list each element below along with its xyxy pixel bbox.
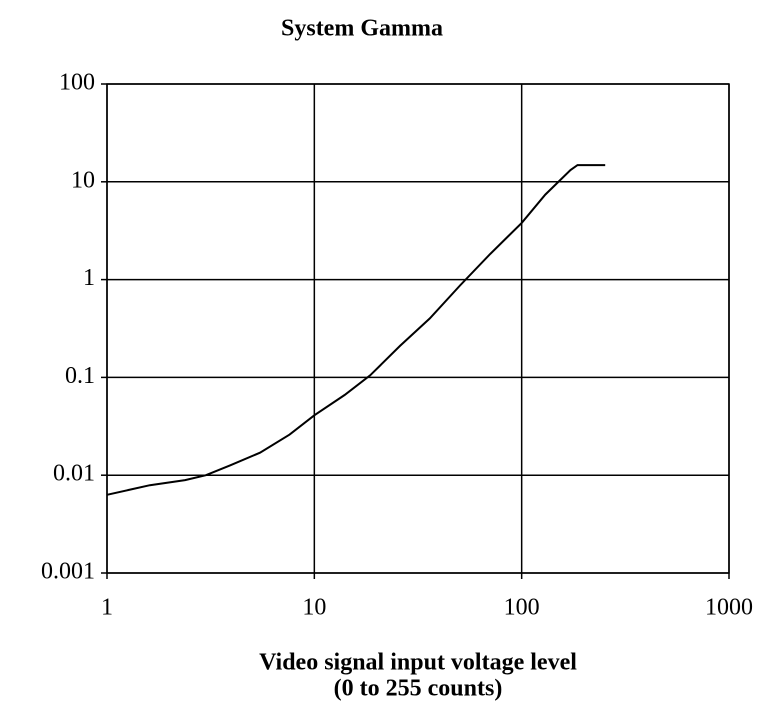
x-tick-label: 10 xyxy=(302,595,326,621)
y-tick-label: 100 xyxy=(59,70,95,96)
y-tick-label: 0.1 xyxy=(65,363,95,389)
x-tick-label: 1000 xyxy=(705,595,753,621)
x-tick-label: 100 xyxy=(504,595,540,621)
plot-frame xyxy=(106,83,730,574)
data-line xyxy=(106,164,606,496)
y-tick-label: 1 xyxy=(83,265,95,291)
chart-title: System Gamma xyxy=(281,16,443,42)
x-tick-label: 1 xyxy=(101,595,113,621)
x-axis-label: Video signal input voltage level xyxy=(259,650,577,676)
y-tick-label: 0.01 xyxy=(53,461,95,487)
y-tick-label: 0.001 xyxy=(41,559,95,585)
y-tick-label: 10 xyxy=(71,167,95,193)
x-axis-label: (0 to 255 counts) xyxy=(334,676,503,702)
